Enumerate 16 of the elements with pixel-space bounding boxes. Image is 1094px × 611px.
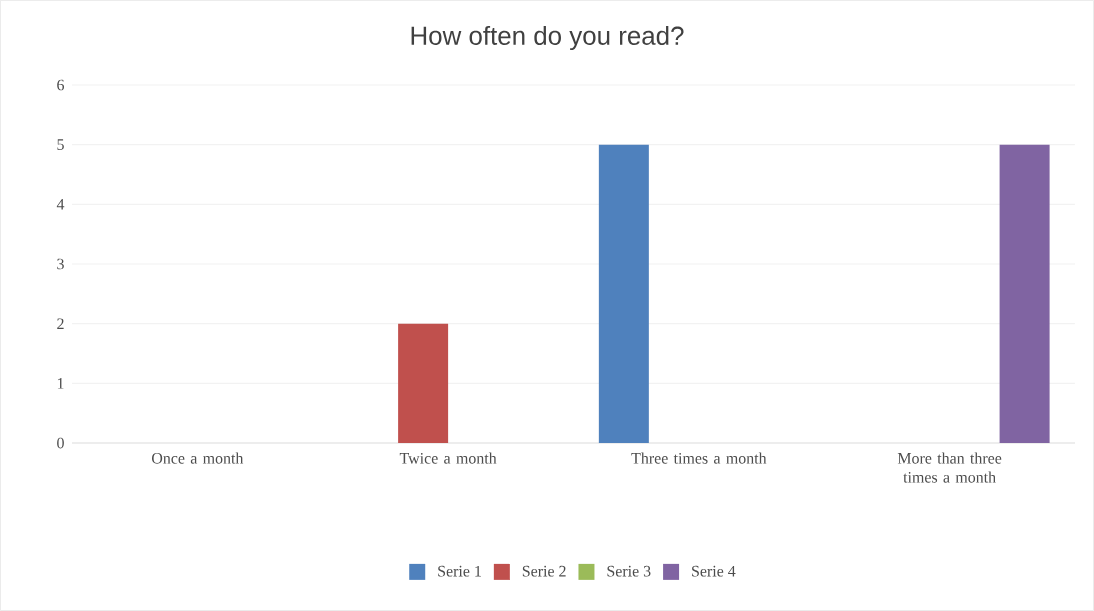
y-tick-label: 4 bbox=[56, 199, 65, 210]
legend-label: Serie 3 bbox=[607, 565, 651, 577]
y-tick-label: 6 bbox=[57, 79, 65, 91]
legend-label: Serie 1 bbox=[438, 565, 481, 577]
y-tick-label: 2 bbox=[57, 318, 64, 329]
x-tick-label: Three times a month bbox=[631, 452, 767, 464]
legend-label: Serie 4 bbox=[692, 565, 736, 577]
x-tick-label: Once a month bbox=[151, 452, 244, 464]
legend-label: Serie 2 bbox=[522, 565, 566, 577]
chart-title: How often do you read? bbox=[411, 25, 684, 51]
y-tick-label: 3 bbox=[57, 258, 64, 270]
y-tick-label: 5 bbox=[57, 139, 64, 150]
y-tick-label: 1 bbox=[57, 378, 64, 389]
x-tick-label: Twice a month bbox=[399, 452, 497, 464]
y-tick-label: 0 bbox=[57, 437, 64, 449]
x-tick-label: More than three times a month bbox=[897, 452, 1002, 483]
